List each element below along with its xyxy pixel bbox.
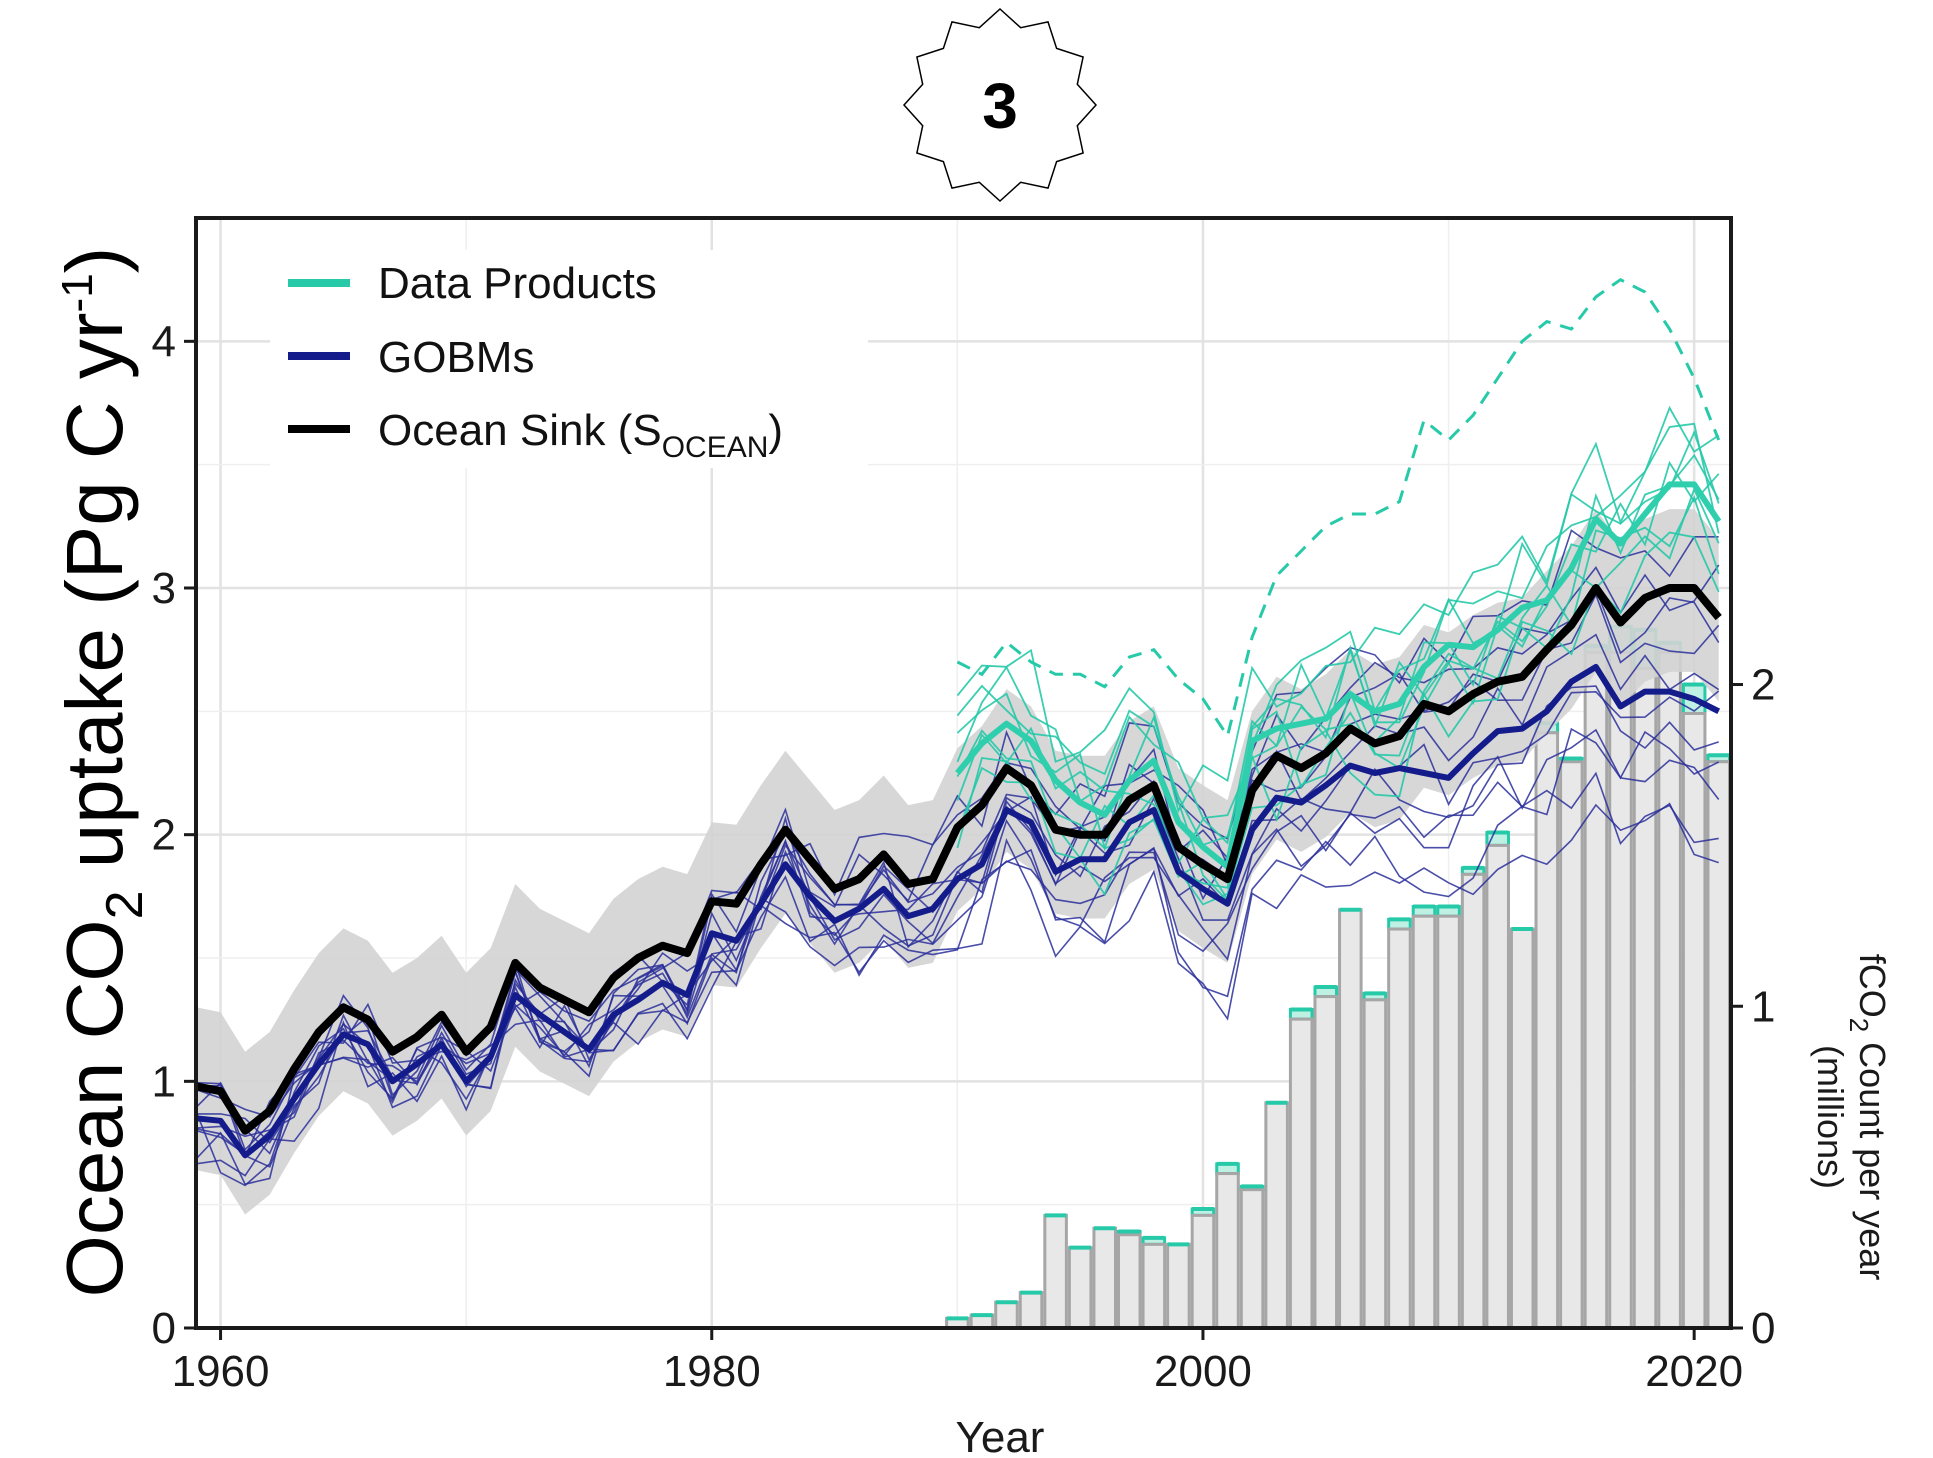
bar-count-2019 xyxy=(1657,650,1682,1330)
data-products-mean-line xyxy=(955,481,1722,870)
secondary-y-axis-title-line1: fCO2 Count per year xyxy=(1844,954,1893,1281)
bar-count-2012 xyxy=(1485,843,1510,1330)
bar-count-2003 xyxy=(1264,1101,1289,1330)
legend-label-gobms: GOBMs xyxy=(378,333,534,382)
bar-count-2010 xyxy=(1436,914,1461,1330)
ocean-sink-line xyxy=(195,584,1722,1135)
bar-count-2020 xyxy=(1681,711,1707,1330)
bar-count-1997 xyxy=(1117,1233,1142,1330)
y-axis-title: Ocean CO2 uptake (Pg C yr-1) xyxy=(50,247,154,1298)
bar-count-2007 xyxy=(1362,998,1388,1330)
x-tick-label-2020: 2020 xyxy=(1645,1347,1743,1396)
bar-count-2006 xyxy=(1338,908,1363,1330)
secondary-y-axis-title: fCO2 Count per year (millions) xyxy=(1810,954,1893,1281)
data-product-member-2 xyxy=(956,486,1720,906)
bar-count-2005 xyxy=(1313,995,1339,1330)
y-tick-label-2: 2 xyxy=(152,811,176,860)
gobm-member-10 xyxy=(195,564,1720,1168)
y-tick-label-0: 0 xyxy=(152,1304,176,1353)
bar-count-2018 xyxy=(1632,666,1658,1330)
gobm-member-9 xyxy=(195,586,1720,1187)
bar-count-2004 xyxy=(1288,1017,1314,1330)
bar-count-2014 xyxy=(1534,731,1560,1330)
legend-background xyxy=(270,250,868,468)
bar-count-2002 xyxy=(1239,1188,1265,1330)
x-tick-label-2000: 2000 xyxy=(1154,1347,1252,1396)
bar-count-1998 xyxy=(1141,1242,1167,1330)
bar-count-2011 xyxy=(1460,872,1486,1330)
y-tick-label-4: 4 xyxy=(152,317,176,366)
x-tick-label-1960: 1960 xyxy=(172,1347,270,1396)
gobm-member-11 xyxy=(195,529,1719,1177)
data-product-member-7 xyxy=(956,429,1720,846)
y2-tick-label-2: 2 xyxy=(1751,661,1775,710)
x-axis-title: Year xyxy=(956,1413,1045,1458)
legend: Data Products GOBMs Ocean Sink (SOCEAN) xyxy=(270,250,868,468)
y-tick-label-1: 1 xyxy=(152,1057,176,1106)
y-tick-label-3: 3 xyxy=(152,564,176,613)
gobms-mean-line xyxy=(195,663,1721,1159)
bar-count-1996 xyxy=(1092,1226,1117,1330)
data-product-member-3 xyxy=(956,495,1720,889)
data-product-member-5 xyxy=(956,460,1720,903)
bar-count-1992 xyxy=(994,1300,1019,1330)
bar-count-2008 xyxy=(1387,927,1412,1330)
y2-tick-label-0: 0 xyxy=(1751,1304,1775,1353)
bar-count-2009 xyxy=(1411,914,1437,1330)
fco2-count-bars xyxy=(945,624,1731,1330)
x-tick-label-1980: 1980 xyxy=(663,1347,761,1396)
data-product-member-8 xyxy=(956,405,1720,814)
bar-count-2001 xyxy=(1215,1172,1240,1330)
badge-star-shape xyxy=(902,7,1098,203)
bar-count-1993 xyxy=(1018,1291,1044,1330)
data-product-member-4 xyxy=(956,453,1720,866)
bar-count-1999 xyxy=(1166,1242,1191,1330)
bar-count-1994 xyxy=(1043,1213,1068,1330)
data-product-member-6 xyxy=(956,422,1720,819)
series-lines xyxy=(195,277,1722,1215)
bar-count-2000 xyxy=(1190,1213,1216,1330)
gobm-member-8 xyxy=(195,592,1720,1186)
legend-label-ocean-sink: Ocean Sink (SOCEAN) xyxy=(378,406,783,464)
y2-tick-label-1: 1 xyxy=(1751,982,1775,1031)
bar-count-2017 xyxy=(1608,650,1633,1330)
data-product-dashed-line xyxy=(956,277,1721,740)
bar-count-1995 xyxy=(1067,1246,1093,1330)
figure-number-badge: 3 xyxy=(902,7,1098,203)
plot-frame xyxy=(194,216,1733,1330)
bar-count-2021 xyxy=(1706,760,1731,1330)
legend-label-data-products: Data Products xyxy=(378,259,657,308)
badge-number: 3 xyxy=(982,70,1018,142)
secondary-y-axis-title-line2: (millions) xyxy=(1810,1045,1851,1189)
bar-count-2013 xyxy=(1509,927,1535,1330)
